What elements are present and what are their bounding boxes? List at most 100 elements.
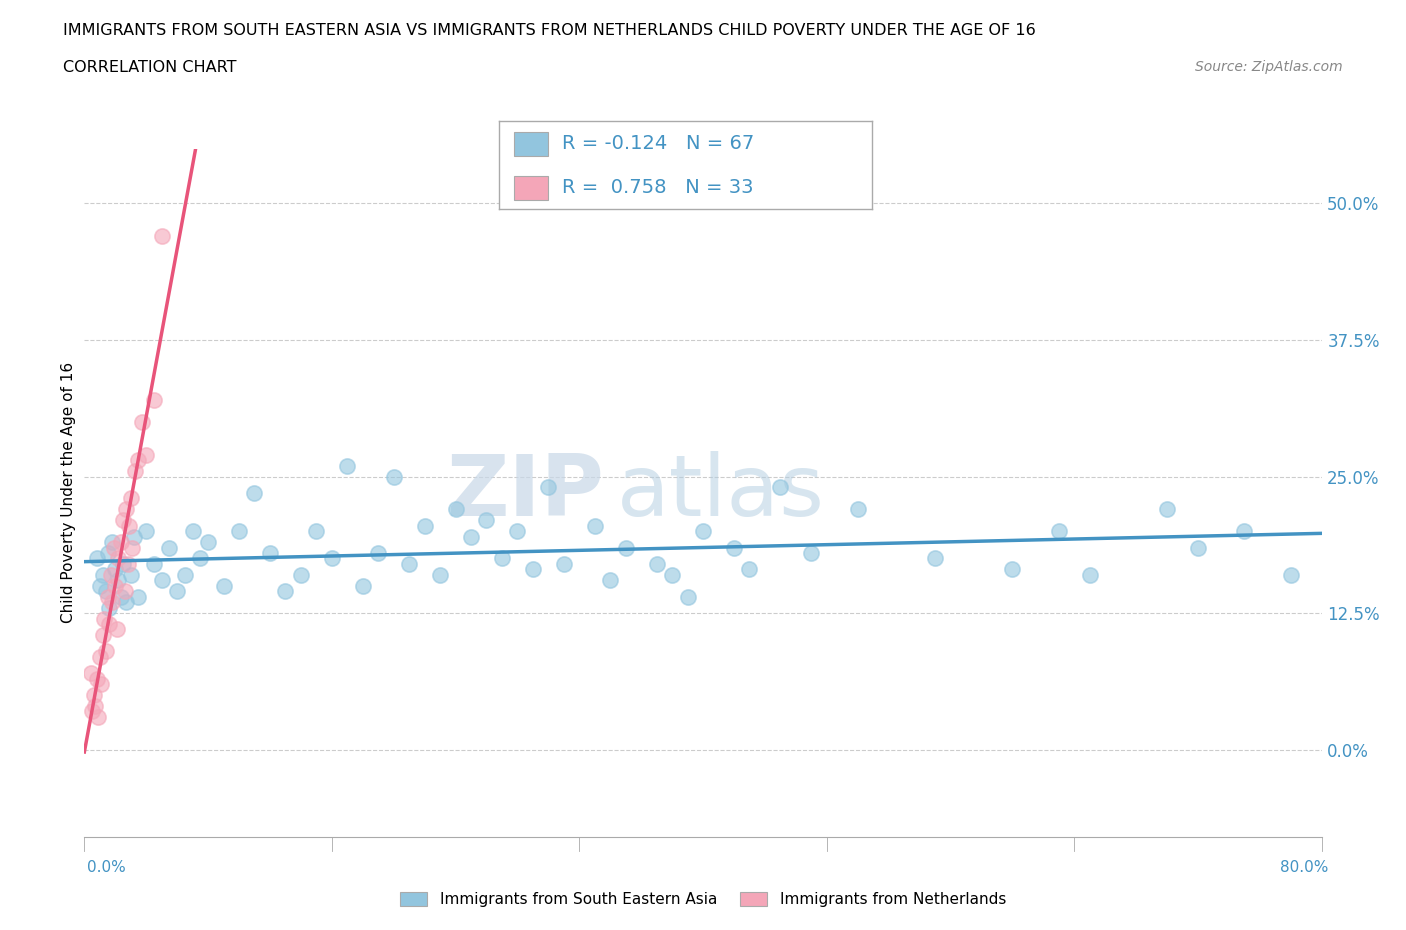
- Point: [429, 567, 451, 582]
- Point: [84, 698, 107, 713]
- Point: [661, 567, 683, 582]
- Point: [118, 518, 141, 533]
- Point: [491, 551, 513, 565]
- Point: [131, 415, 153, 430]
- Point: [87, 710, 110, 724]
- Point: [82, 704, 104, 719]
- Point: [91, 628, 114, 643]
- Point: [143, 556, 166, 571]
- Text: IMMIGRANTS FROM SOUTH EASTERN ASIA VS IMMIGRANTS FROM NETHERLANDS CHILD POVERTY : IMMIGRANTS FROM SOUTH EASTERN ASIA VS IM…: [63, 23, 1036, 38]
- Point: [86, 551, 108, 565]
- Point: [104, 562, 127, 577]
- Point: [96, 590, 118, 604]
- Point: [382, 469, 405, 484]
- Point: [166, 584, 188, 599]
- Point: [336, 458, 359, 473]
- Point: [121, 540, 143, 555]
- Point: [614, 540, 637, 555]
- Point: [127, 453, 149, 468]
- Point: [460, 529, 482, 544]
- Point: [1279, 567, 1302, 582]
- Point: [599, 573, 621, 588]
- Point: [110, 535, 132, 550]
- Point: [117, 556, 139, 571]
- Point: [174, 567, 197, 582]
- Point: [259, 546, 281, 561]
- Point: [150, 573, 173, 588]
- Point: [692, 524, 714, 538]
- Point: [94, 644, 117, 658]
- Point: [769, 480, 792, 495]
- Point: [1233, 524, 1256, 538]
- Point: [924, 551, 946, 565]
- Point: [413, 518, 436, 533]
- Point: [181, 524, 204, 538]
- Text: 80.0%: 80.0%: [1281, 860, 1329, 875]
- Text: atlas: atlas: [616, 451, 824, 535]
- Point: [122, 529, 145, 544]
- Text: R =  0.758   N = 33: R = 0.758 N = 33: [562, 178, 754, 196]
- Point: [83, 687, 105, 702]
- Point: [398, 556, 420, 571]
- Point: [112, 512, 135, 527]
- Y-axis label: Child Poverty Under the Age of 16: Child Poverty Under the Age of 16: [60, 363, 76, 623]
- Point: [94, 584, 117, 599]
- Point: [105, 622, 128, 637]
- Point: [98, 617, 121, 631]
- Text: ZIP: ZIP: [446, 451, 605, 535]
- Point: [90, 677, 112, 692]
- FancyBboxPatch shape: [515, 131, 547, 156]
- Point: [159, 540, 180, 555]
- Point: [321, 551, 343, 565]
- Point: [1001, 562, 1024, 577]
- Point: [107, 573, 129, 588]
- Point: [89, 578, 111, 593]
- Text: 0.0%: 0.0%: [87, 860, 127, 875]
- FancyBboxPatch shape: [515, 176, 547, 201]
- Text: CORRELATION CHART: CORRELATION CHART: [63, 60, 236, 75]
- Point: [274, 584, 297, 599]
- Point: [1156, 502, 1178, 517]
- Point: [104, 578, 127, 593]
- Point: [115, 502, 138, 517]
- Point: [107, 551, 129, 565]
- Point: [100, 567, 122, 582]
- Point: [112, 556, 135, 571]
- Point: [522, 562, 544, 577]
- Point: [120, 491, 142, 506]
- Point: [367, 546, 389, 561]
- Point: [676, 590, 699, 604]
- Point: [91, 567, 114, 582]
- Point: [800, 546, 823, 561]
- Point: [79, 666, 101, 681]
- Point: [86, 671, 108, 686]
- Point: [506, 524, 529, 538]
- Point: [475, 512, 498, 527]
- Point: [115, 594, 138, 609]
- Point: [290, 567, 312, 582]
- Point: [143, 392, 166, 407]
- Point: [723, 540, 745, 555]
- Point: [1187, 540, 1209, 555]
- Point: [243, 485, 266, 500]
- Point: [537, 480, 560, 495]
- Point: [197, 535, 219, 550]
- Point: [124, 464, 146, 479]
- Point: [583, 518, 606, 533]
- Point: [305, 524, 328, 538]
- Point: [846, 502, 869, 517]
- Point: [645, 556, 668, 571]
- Point: [93, 611, 115, 626]
- Point: [98, 600, 121, 615]
- Point: [352, 578, 374, 593]
- Point: [114, 584, 136, 599]
- Point: [553, 556, 575, 571]
- Point: [1047, 524, 1070, 538]
- Point: [96, 546, 118, 561]
- Text: R = -0.124   N = 67: R = -0.124 N = 67: [562, 134, 755, 153]
- Point: [101, 594, 124, 609]
- Point: [110, 590, 132, 604]
- Text: Source: ZipAtlas.com: Source: ZipAtlas.com: [1195, 60, 1343, 74]
- Point: [135, 447, 157, 462]
- Legend: Immigrants from South Eastern Asia, Immigrants from Netherlands: Immigrants from South Eastern Asia, Immi…: [394, 885, 1012, 913]
